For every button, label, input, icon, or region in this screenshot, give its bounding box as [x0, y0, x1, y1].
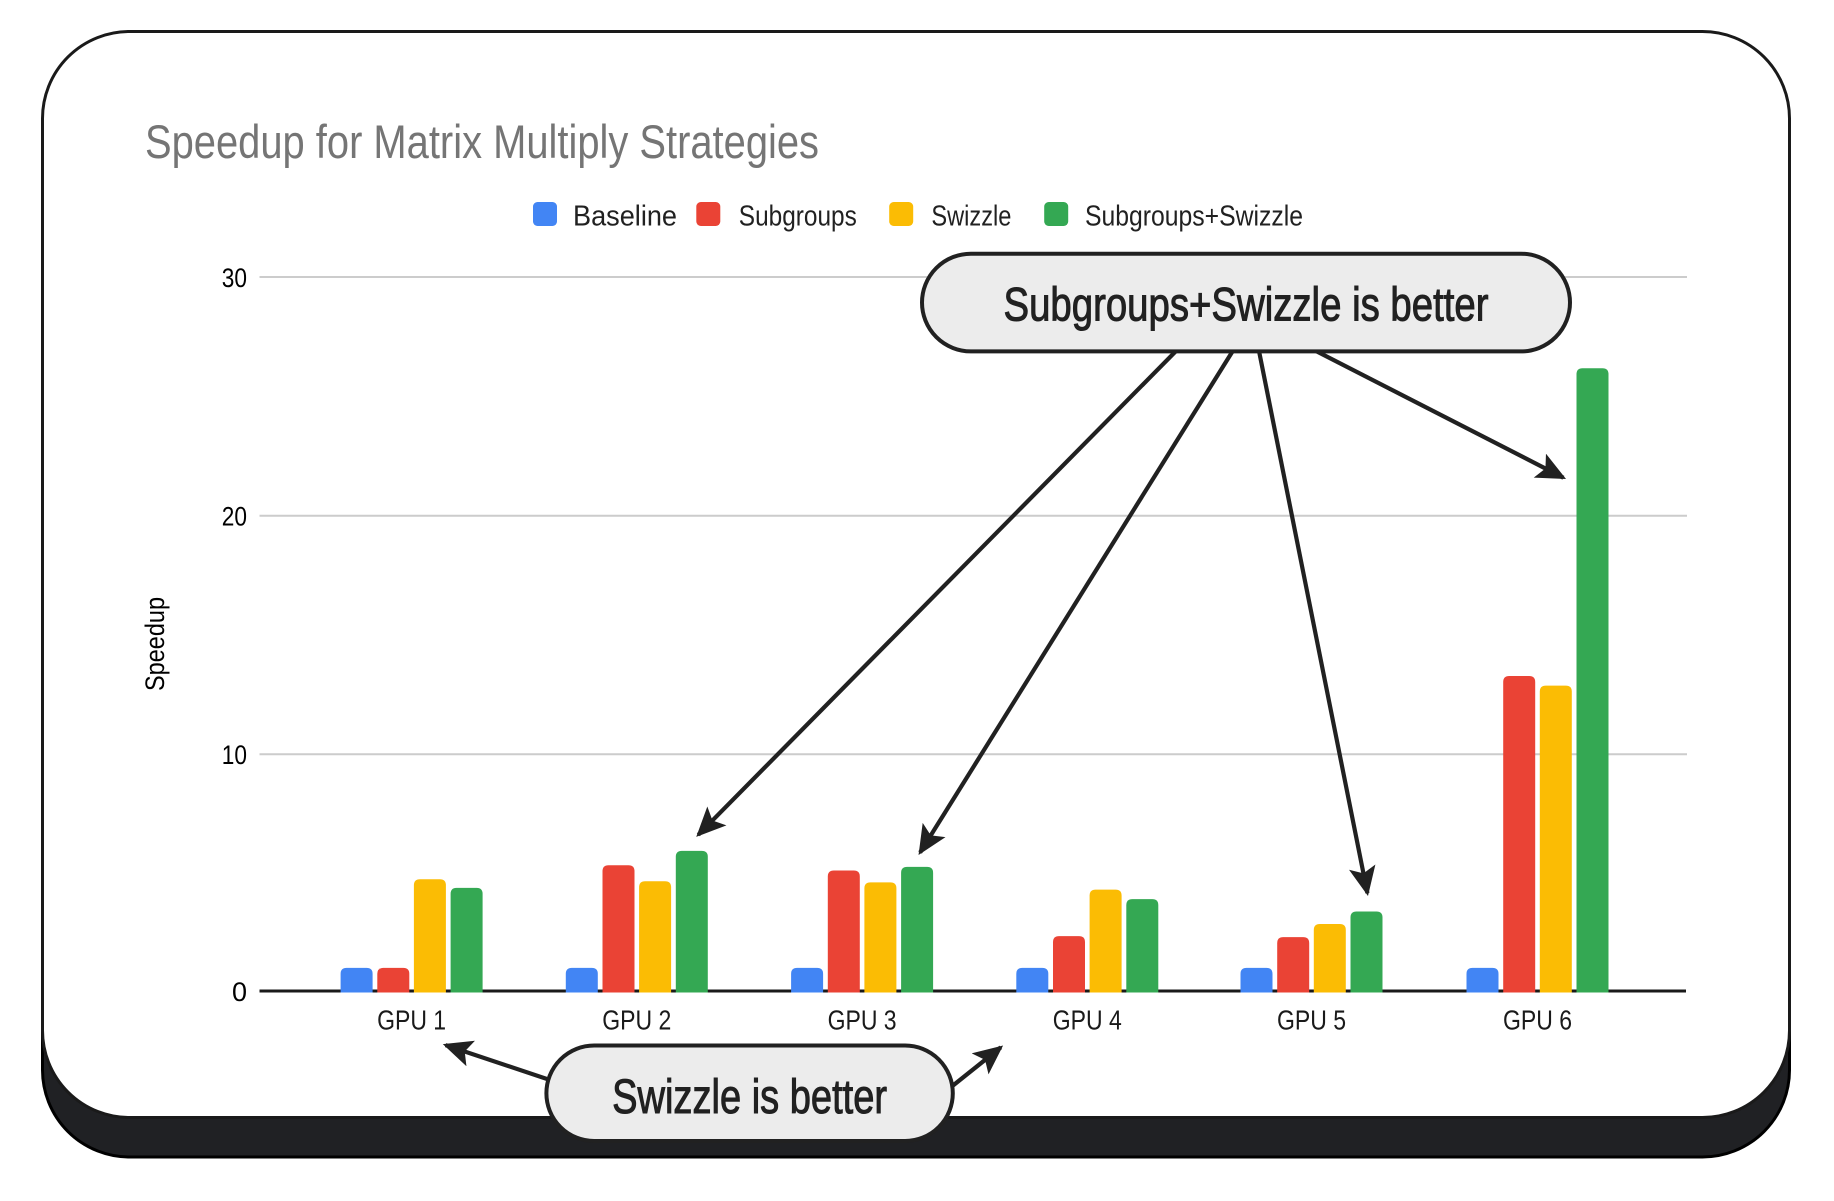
- svg-text:Subgroups: Subgroups: [739, 200, 857, 232]
- svg-text:30: 30: [222, 263, 247, 293]
- svg-text:Baseline: Baseline: [573, 200, 677, 232]
- svg-text:GPU 2: GPU 2: [602, 1005, 671, 1036]
- svg-text:20: 20: [222, 502, 247, 532]
- svg-text:GPU 3: GPU 3: [828, 1005, 897, 1036]
- svg-text:Subgroups+Swizzle is better: Subgroups+Swizzle is better: [1004, 278, 1489, 331]
- svg-text:GPU 6: GPU 6: [1503, 1005, 1572, 1036]
- svg-text:Swizzle is better: Swizzle is better: [612, 1071, 887, 1124]
- svg-text:Speedup for Matrix Multiply St: Speedup for Matrix Multiply Strategies: [145, 115, 819, 168]
- svg-text:0: 0: [232, 977, 247, 1007]
- svg-text:Swizzle: Swizzle: [931, 200, 1011, 232]
- svg-text:Subgroups+Swizzle: Subgroups+Swizzle: [1085, 200, 1303, 232]
- svg-text:GPU 5: GPU 5: [1277, 1005, 1346, 1036]
- svg-text:GPU 4: GPU 4: [1053, 1005, 1122, 1036]
- svg-text:10: 10: [222, 740, 247, 770]
- svg-text:GPU 1: GPU 1: [377, 1005, 446, 1036]
- svg-text:Speedup: Speedup: [140, 597, 170, 691]
